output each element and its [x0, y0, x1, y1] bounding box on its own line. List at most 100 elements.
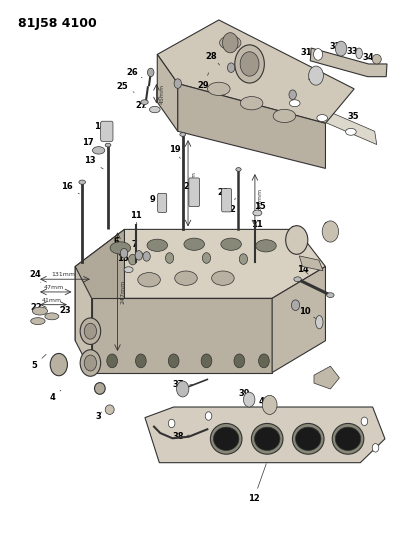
Polygon shape: [314, 366, 339, 389]
Ellipse shape: [294, 277, 301, 281]
Text: 19: 19: [169, 146, 180, 158]
Circle shape: [289, 90, 297, 100]
Ellipse shape: [210, 423, 242, 454]
Circle shape: [292, 300, 299, 311]
Text: 29: 29: [197, 73, 209, 90]
Circle shape: [201, 354, 212, 368]
Polygon shape: [299, 256, 323, 271]
Text: 41: 41: [320, 375, 331, 384]
Ellipse shape: [175, 271, 197, 285]
Ellipse shape: [147, 239, 168, 252]
Circle shape: [205, 412, 212, 420]
Text: 37: 37: [173, 380, 192, 389]
Text: 7: 7: [132, 240, 144, 255]
Ellipse shape: [253, 210, 262, 216]
Circle shape: [128, 254, 137, 265]
Text: 5: 5: [290, 227, 297, 236]
Ellipse shape: [327, 293, 334, 297]
Ellipse shape: [332, 423, 364, 454]
Text: 1: 1: [93, 384, 102, 394]
Text: 33: 33: [347, 47, 358, 56]
Ellipse shape: [141, 100, 148, 104]
Circle shape: [262, 395, 277, 415]
FancyBboxPatch shape: [189, 178, 199, 207]
Circle shape: [176, 381, 189, 397]
FancyBboxPatch shape: [158, 193, 167, 213]
Text: 39: 39: [238, 389, 250, 398]
FancyBboxPatch shape: [101, 121, 113, 141]
Ellipse shape: [221, 238, 241, 251]
Text: 25: 25: [116, 82, 134, 92]
Circle shape: [243, 392, 255, 407]
Ellipse shape: [105, 143, 111, 147]
Text: 27: 27: [135, 101, 147, 110]
Ellipse shape: [124, 266, 133, 272]
Ellipse shape: [95, 383, 105, 394]
Circle shape: [313, 49, 323, 60]
Ellipse shape: [292, 423, 324, 454]
Polygon shape: [157, 54, 178, 131]
Polygon shape: [264, 84, 377, 144]
Text: 148mm: 148mm: [191, 171, 196, 195]
Circle shape: [50, 353, 67, 376]
Circle shape: [169, 354, 179, 368]
Circle shape: [235, 45, 264, 83]
Ellipse shape: [240, 96, 263, 110]
Ellipse shape: [32, 307, 47, 315]
Text: 247mm: 247mm: [120, 280, 125, 304]
Circle shape: [80, 350, 101, 376]
Circle shape: [135, 251, 142, 260]
Polygon shape: [75, 266, 92, 373]
Polygon shape: [310, 48, 387, 77]
Text: 41mm: 41mm: [41, 298, 62, 303]
Text: 11: 11: [130, 211, 142, 224]
Text: 18: 18: [94, 122, 106, 131]
Ellipse shape: [346, 128, 356, 135]
Text: 15: 15: [254, 201, 266, 211]
Text: 36: 36: [307, 72, 319, 82]
Ellipse shape: [316, 316, 323, 329]
Text: 28: 28: [206, 52, 220, 65]
Text: 16: 16: [61, 182, 79, 194]
Circle shape: [240, 52, 259, 76]
Text: 2: 2: [229, 198, 235, 214]
Text: 4: 4: [49, 390, 61, 402]
Text: 30: 30: [245, 62, 256, 71]
Circle shape: [202, 253, 211, 263]
Circle shape: [84, 355, 97, 371]
Ellipse shape: [356, 48, 362, 59]
Circle shape: [107, 354, 117, 368]
Text: 11: 11: [251, 220, 262, 229]
Text: 20: 20: [183, 182, 195, 191]
Circle shape: [322, 221, 339, 242]
Text: 10: 10: [299, 307, 316, 318]
Polygon shape: [157, 20, 354, 123]
Circle shape: [135, 354, 146, 368]
Polygon shape: [75, 229, 124, 341]
Text: 15: 15: [117, 254, 129, 269]
Text: 31: 31: [300, 48, 316, 57]
Circle shape: [372, 443, 379, 452]
Ellipse shape: [79, 180, 85, 184]
Text: 17: 17: [82, 138, 96, 150]
Ellipse shape: [252, 423, 283, 454]
Text: 13: 13: [84, 156, 103, 169]
Text: 47mm: 47mm: [44, 285, 64, 290]
Polygon shape: [75, 229, 325, 298]
Text: 35: 35: [348, 112, 359, 122]
Text: 3: 3: [96, 411, 102, 421]
Ellipse shape: [273, 109, 296, 123]
Ellipse shape: [372, 54, 381, 64]
Polygon shape: [178, 84, 325, 168]
Polygon shape: [92, 298, 272, 373]
Text: 26: 26: [127, 68, 142, 78]
Text: 23: 23: [52, 306, 71, 315]
Ellipse shape: [290, 100, 300, 107]
Text: 8: 8: [323, 222, 330, 235]
Text: 45mm: 45mm: [160, 84, 165, 104]
Text: 131mm: 131mm: [52, 272, 76, 278]
Text: 134mm: 134mm: [257, 188, 262, 212]
FancyBboxPatch shape: [222, 189, 232, 212]
Text: 9: 9: [150, 195, 160, 207]
Text: 5: 5: [31, 354, 46, 370]
